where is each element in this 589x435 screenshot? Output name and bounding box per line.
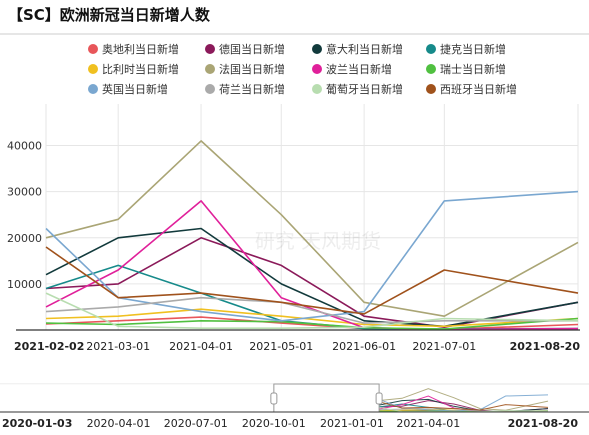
legend-label: 奥地利当日新增: [102, 42, 179, 56]
legend-item[interactable]: 意大利当日新增: [312, 42, 403, 56]
navigator-tick-label: 2020-07-01: [164, 417, 228, 430]
legend-item[interactable]: 捷克当日新增: [426, 42, 506, 56]
legend-marker: [426, 64, 436, 74]
legend-label: 西班牙当日新增: [440, 82, 517, 96]
legend-label: 比利时当日新增: [102, 62, 179, 76]
navigator-tick-label: 2021-08-20: [508, 417, 579, 430]
navigator-tick-label: 2021-01-01: [320, 417, 384, 430]
title-divider: [0, 33, 589, 35]
navigator-series-line: [378, 401, 549, 411]
legend-marker: [426, 84, 436, 94]
x-tick-label: 2021-03-01: [86, 340, 150, 353]
navigator-handle[interactable]: [270, 392, 278, 405]
x-tick-label: 2021-02-02: [14, 340, 84, 353]
series-line[interactable]: [45, 190, 579, 322]
series-line[interactable]: [45, 308, 579, 328]
legend-marker: [312, 44, 322, 54]
navigator-handle[interactable]: [375, 392, 383, 405]
legend-item[interactable]: 法国当日新增: [205, 62, 285, 76]
legend-label: 意大利当日新增: [326, 42, 403, 56]
y-tick-label: 30000: [7, 186, 42, 199]
series-line[interactable]: [45, 237, 579, 329]
legend-item[interactable]: 奥地利当日新增: [88, 42, 179, 56]
x-tick-label: 2021-05-01: [249, 340, 313, 353]
navigator-selection[interactable]: [273, 383, 380, 413]
chart-title: 【SC】欧洲新冠当日新增人数: [8, 6, 210, 24]
legend-item[interactable]: 葡萄牙当日新增: [312, 82, 403, 96]
legend-item[interactable]: 波兰当日新增: [312, 62, 392, 76]
legend-label: 英国当日新增: [102, 82, 168, 96]
series-line[interactable]: [45, 317, 579, 330]
legend-label: 葡萄牙当日新增: [326, 82, 403, 96]
legend-item[interactable]: 比利时当日新增: [88, 62, 179, 76]
series-line[interactable]: [45, 292, 579, 330]
legend-label: 法国当日新增: [219, 62, 285, 76]
legend-marker: [312, 64, 322, 74]
legend-item[interactable]: 德国当日新增: [205, 42, 285, 56]
legend-label: 德国当日新增: [219, 42, 285, 56]
legend-item[interactable]: 英国当日新增: [88, 82, 168, 96]
x-axis: 2021-02-02 2021-03-01 2021-04-01 2021-05-01…: [14, 329, 581, 353]
navigator-tick-label: 2021-04-01: [396, 417, 460, 430]
legend-item[interactable]: 荷兰当日新增: [205, 82, 285, 96]
navigator-tick-label: 2020-04-01: [87, 417, 151, 430]
legend-marker: [205, 64, 215, 74]
legend-marker: [312, 84, 322, 94]
legend-label: 捷克当日新增: [440, 42, 506, 56]
legend-marker: [88, 44, 98, 54]
y-tick-label: 10000: [7, 278, 42, 291]
legend-label: 瑞士当日新增: [440, 62, 506, 76]
grid: [45, 104, 579, 330]
legend-item[interactable]: 西班牙当日新增: [426, 82, 517, 96]
navigator-series-line: [379, 388, 549, 411]
x-tick-label: 2021-07-01: [412, 340, 476, 353]
x-tick-label: 2021-04-01: [169, 340, 233, 353]
navigator-tick-label: 2020-10-01: [242, 417, 306, 430]
legend-marker: [88, 64, 98, 74]
legend-item[interactable]: 瑞士当日新增: [426, 62, 506, 76]
y-axis: 10000 20000 30000 40000: [7, 140, 42, 291]
y-tick-label: 40000: [7, 140, 42, 153]
legend-marker: [88, 84, 98, 94]
navigator-mask-left: [0, 384, 274, 412]
x-tick-label: 2021-08-20: [510, 340, 581, 353]
x-tick-label: 2021-06-01: [332, 340, 396, 353]
series-line[interactable]: [45, 140, 579, 318]
legend-label: 荷兰当日新增: [219, 82, 285, 96]
navigator-tick-label: 2020-01-03: [2, 417, 72, 430]
legend-marker: [205, 44, 215, 54]
legend-label: 波兰当日新增: [326, 62, 392, 76]
y-tick-label: 20000: [7, 232, 42, 245]
legend-marker: [205, 84, 215, 94]
series-line[interactable]: [45, 246, 579, 315]
watermark: 研究 天风期货: [255, 229, 381, 253]
navigator[interactable]: 2020-01-03 2020-04-01 2020-07-01 2020-10-01…: [0, 383, 589, 430]
legend-marker: [426, 44, 436, 54]
series-lines: [45, 140, 579, 331]
